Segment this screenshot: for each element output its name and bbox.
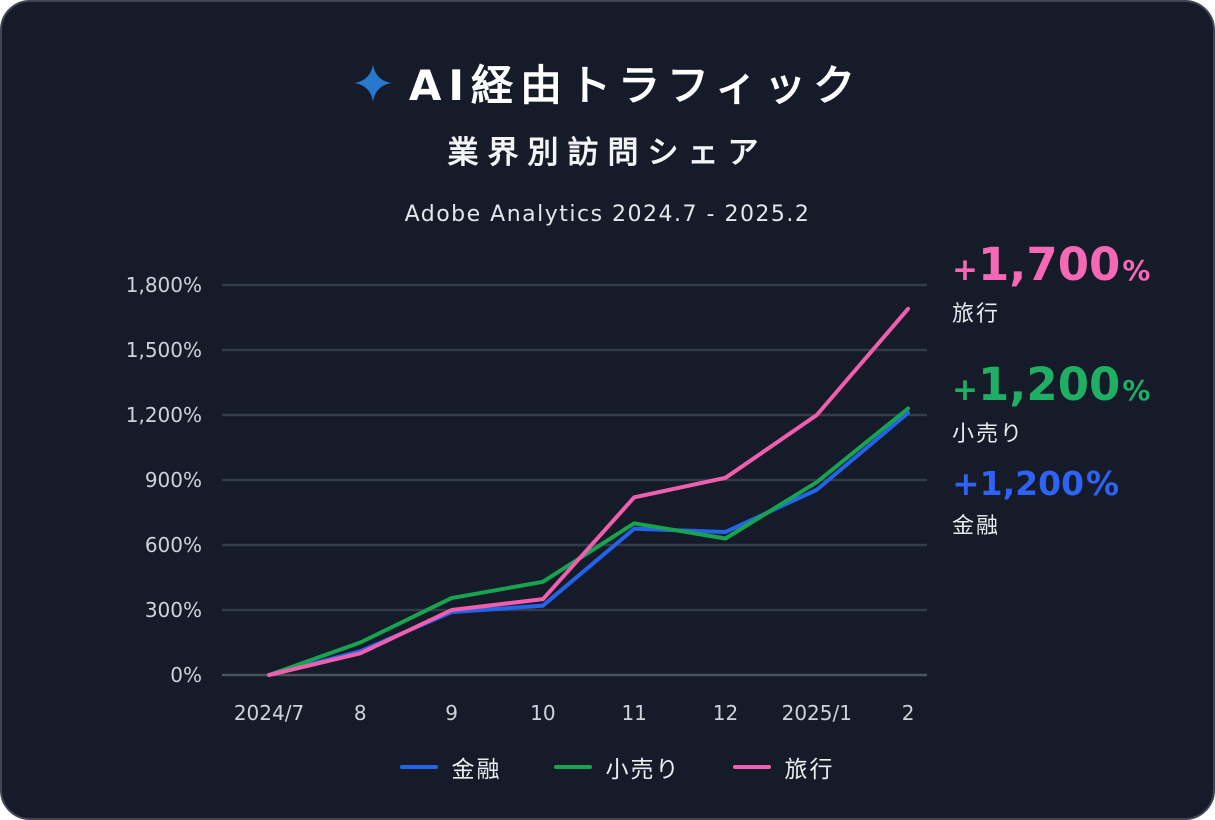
legend-swatch	[732, 765, 771, 769]
x-tick-label: 10	[530, 701, 556, 725]
percent-sign: %	[1122, 374, 1151, 407]
title-row: AI経由トラフィック	[2, 52, 1213, 113]
x-tick-label: 2024/7	[233, 701, 305, 725]
percent-sign: %	[1086, 464, 1120, 503]
y-tick-label: 0%	[170, 663, 202, 687]
x-tick-label: 9	[445, 701, 458, 725]
annotation-travel-value: +1,700%	[952, 238, 1151, 291]
page-subtitle: 業界別訪問シェア	[447, 135, 768, 171]
legend-swatch	[399, 765, 438, 769]
data-source: Adobe Analytics 2024.7 - 2025.2	[404, 202, 811, 227]
legend-label: 旅行	[784, 757, 835, 783]
series-line-金融	[267, 410, 911, 677]
y-tick-label: 300%	[144, 598, 202, 622]
series-line-小売り	[267, 406, 911, 677]
legend-item-小売り: 小売り	[553, 750, 681, 784]
x-tick-label: 12	[712, 701, 739, 725]
legend-swatch	[553, 765, 592, 769]
annotation-travel: +1,700% 旅行	[952, 238, 1150, 328]
x-tick-label: 2025/1	[781, 701, 852, 725]
x-tick-label: 2	[901, 701, 915, 725]
legend-item-金融: 金融	[399, 750, 502, 784]
annotation-travel-label: 旅行	[952, 302, 1001, 327]
y-tick-label: 1,800%	[125, 273, 202, 297]
annotation-retail-value: +1,200%	[952, 358, 1151, 411]
series-line-旅行	[267, 306, 911, 677]
y-tick-label: 900%	[144, 468, 202, 492]
legend-label: 金融	[451, 757, 502, 783]
y-tick-label: 600%	[144, 533, 202, 557]
x-tick-label: 8	[353, 701, 367, 725]
sparkle-icon	[354, 63, 392, 102]
y-tick-label: 1,200%	[125, 403, 202, 427]
annotation-retail-label: 小売り	[952, 422, 1025, 447]
y-tick-label: 1,500%	[125, 338, 202, 362]
page-title: AI経由トラフィック	[408, 61, 863, 110]
percent-sign: %	[1122, 254, 1151, 287]
legend-label: 小売り	[605, 757, 681, 783]
header: AI経由トラフィック 業界別訪問シェア Adobe Analytics 2024…	[2, 52, 1213, 227]
annotation-retail: +1,200% 小売り	[952, 358, 1150, 448]
annotation-finance-value: +1,200%	[952, 464, 1120, 503]
plus-sign: +	[952, 252, 978, 288]
chart-legend: 金融 小売り 旅行	[242, 750, 992, 784]
x-tick-label: 11	[621, 701, 647, 725]
annotation-finance-label: 金融	[952, 514, 1001, 539]
plus-sign: +	[952, 372, 978, 408]
legend-item-旅行: 旅行	[732, 750, 835, 784]
annotation-finance: +1,200% 金融	[952, 464, 1150, 540]
plus-sign: +	[952, 464, 980, 503]
growth-annotations: +1,700% 旅行 +1,200% 小売り +1,200% 金融	[952, 238, 1150, 570]
